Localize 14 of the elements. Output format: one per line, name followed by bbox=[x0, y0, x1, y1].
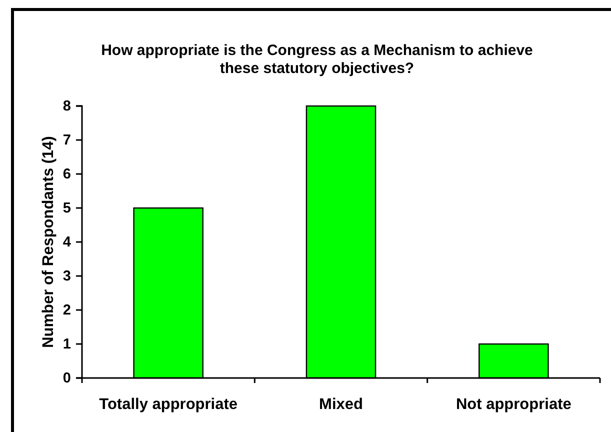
y-axis-title: Number of Respondants (14) bbox=[40, 136, 56, 348]
y-tick-label: 4 bbox=[62, 234, 71, 251]
y-tick-label: 8 bbox=[62, 98, 71, 115]
y-tick-label: 6 bbox=[62, 166, 71, 183]
y-tick-label: 1 bbox=[62, 336, 71, 353]
y-tick-label: 5 bbox=[62, 200, 71, 217]
x-tick-label: Mixed bbox=[319, 396, 363, 413]
chart-title: How appropriate is the Congress as a Mechanism to achieve these statutory objectives? bbox=[101, 42, 533, 77]
y-tick-label: 0 bbox=[62, 370, 71, 387]
x-tick-label: Totally appropriate bbox=[99, 396, 238, 413]
x-tick-label: Not appropriate bbox=[456, 396, 572, 413]
y-tick-label: 2 bbox=[62, 302, 71, 319]
y-tick-label: 7 bbox=[62, 132, 71, 149]
y-tick-label: 3 bbox=[62, 268, 71, 285]
